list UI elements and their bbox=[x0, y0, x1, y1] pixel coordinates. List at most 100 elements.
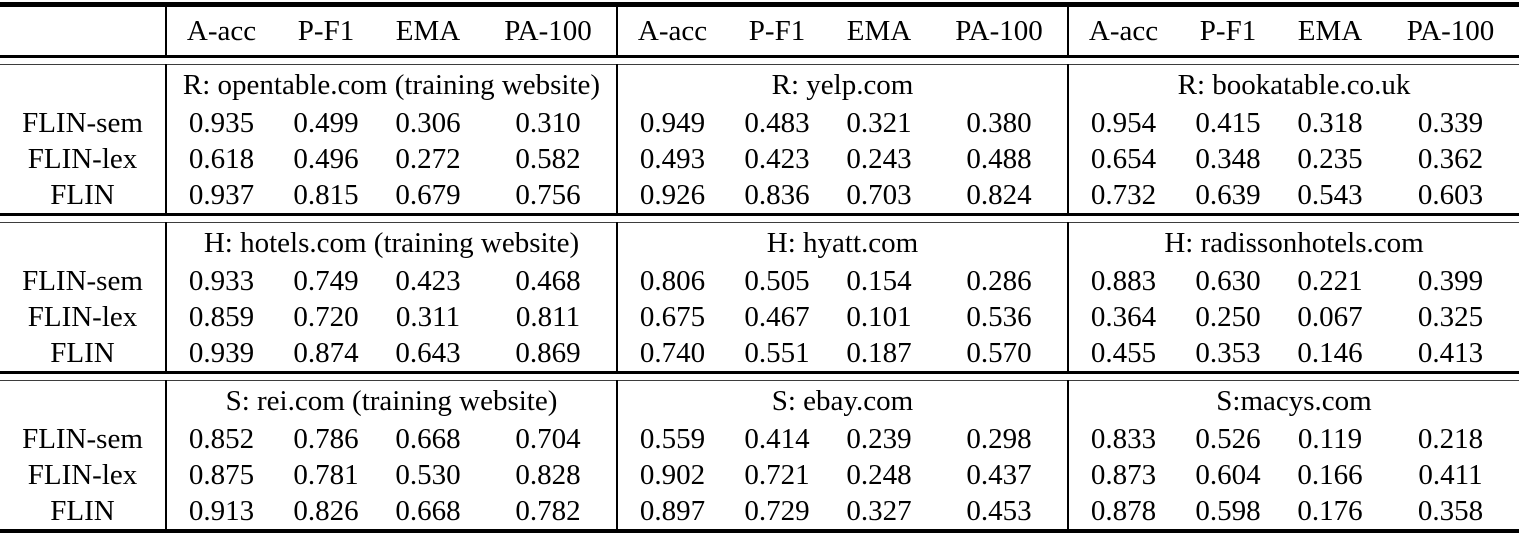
website-title: R: opentable.com (training website) bbox=[165, 64, 617, 105]
row-label: FLIN bbox=[50, 336, 115, 369]
metric-value-cell: 0.875 bbox=[165, 457, 276, 493]
table-row: FLIN 0.939 0.874 0.643 0.869 0.740 0.551 0.187 0… bbox=[0, 335, 1519, 373]
metric-value-cell: 0.749 bbox=[293, 264, 359, 297]
metric-value-cell: 0.732 bbox=[1067, 177, 1178, 215]
metric-value-cell: 0.782 bbox=[515, 494, 581, 527]
metric-value-cell: 0.937 bbox=[165, 177, 276, 215]
metric-header-row: A-acc P-F1 EMA PA-100 A-acc P-F1 EMA PA-100 A-ac… bbox=[0, 4, 1519, 57]
metric-value-cell: 0.423 bbox=[395, 264, 461, 297]
metric-value-cell: 0.321 bbox=[846, 106, 912, 139]
metric-header: A-acc bbox=[165, 4, 276, 57]
metric-value-cell: 0.067 bbox=[1297, 300, 1363, 333]
metric-value-cell: 0.939 bbox=[165, 335, 276, 373]
table-row: FLIN-sem 0.852 0.786 0.668 0.704 0.559 0.414 0.… bbox=[0, 421, 1519, 457]
metric-value-cell: 0.935 bbox=[165, 105, 276, 141]
metric-value-cell: 0.826 bbox=[293, 494, 359, 527]
metric-value-cell: 0.243 bbox=[846, 142, 912, 175]
metric-value-cell: 0.836 bbox=[744, 178, 810, 211]
metric-value-cell: 0.668 bbox=[395, 422, 461, 455]
metric-value-cell: 0.146 bbox=[1297, 336, 1363, 369]
horizontal-double-rule bbox=[0, 213, 1519, 223]
metric-header: P-F1 bbox=[1199, 14, 1257, 47]
metric-value-cell: 0.949 bbox=[616, 105, 727, 141]
metric-value-cell: 0.897 bbox=[616, 493, 727, 532]
metric-value-cell: 0.543 bbox=[1297, 178, 1363, 211]
website-title: S: rei.com (training website) bbox=[165, 380, 617, 421]
metric-header: P-F1 bbox=[748, 14, 806, 47]
horizontal-double-rule bbox=[0, 371, 1519, 381]
metric-value-cell: 0.239 bbox=[846, 422, 912, 455]
metric-value-cell: 0.493 bbox=[616, 141, 727, 177]
metric-value-cell: 0.453 bbox=[966, 494, 1032, 527]
metric-header: EMA bbox=[846, 14, 912, 47]
metric-value-cell: 0.824 bbox=[966, 178, 1032, 211]
website-title: S: ebay.com bbox=[616, 380, 1068, 421]
metric-header: P-F1 bbox=[297, 14, 355, 47]
metric-header: EMA bbox=[1297, 14, 1363, 47]
metric-value-cell: 0.530 bbox=[395, 458, 461, 491]
metric-header: PA-100 bbox=[504, 14, 592, 47]
table-row: FLIN-sem 0.933 0.749 0.423 0.468 0.806 0.505 0.… bbox=[0, 263, 1519, 299]
metric-value-cell: 0.380 bbox=[966, 106, 1032, 139]
metric-value-cell: 0.272 bbox=[395, 142, 461, 175]
rule-line bbox=[0, 371, 1519, 381]
metric-value-cell: 0.119 bbox=[1297, 422, 1363, 455]
metric-value-cell: 0.187 bbox=[846, 336, 912, 369]
metric-value-cell: 0.348 bbox=[1195, 142, 1261, 175]
website-title: H: hyatt.com bbox=[616, 222, 1068, 263]
metric-value-cell: 0.618 bbox=[165, 141, 276, 177]
rule-line bbox=[0, 213, 1519, 223]
website-title: R: bookatable.co.uk bbox=[1067, 64, 1519, 105]
website-title-row: H: hotels.com (training website) H: hyatt… bbox=[0, 222, 1519, 263]
blank-cell bbox=[0, 65, 166, 106]
row-label: FLIN-sem bbox=[22, 422, 143, 455]
metric-value-cell: 0.437 bbox=[966, 458, 1032, 491]
metric-value-cell: 0.869 bbox=[515, 336, 581, 369]
metric-value-cell: 0.414 bbox=[744, 422, 810, 455]
metric-value-cell: 0.704 bbox=[515, 422, 581, 455]
metric-value-cell: 0.310 bbox=[515, 106, 581, 139]
metric-value-cell: 0.806 bbox=[616, 263, 727, 299]
metric-value-cell: 0.166 bbox=[1297, 458, 1363, 491]
blank-cell bbox=[0, 381, 166, 422]
metric-value-cell: 0.873 bbox=[1067, 457, 1178, 493]
metric-value-cell: 0.467 bbox=[744, 300, 810, 333]
table-row: FLIN-lex 0.618 0.496 0.272 0.582 0.493 0.423 0.… bbox=[0, 141, 1519, 177]
metric-value-cell: 0.828 bbox=[515, 458, 581, 491]
metric-value-cell: 0.811 bbox=[515, 300, 581, 333]
metric-value-cell: 0.781 bbox=[293, 458, 359, 491]
website-title-row: S: rei.com (training website) S: ebay.com… bbox=[0, 380, 1519, 422]
metric-value-cell: 0.740 bbox=[616, 335, 727, 373]
metric-value-cell: 0.415 bbox=[1195, 106, 1261, 139]
metric-value-cell: 0.364 bbox=[1067, 299, 1178, 335]
metric-value-cell: 0.913 bbox=[165, 493, 276, 532]
metric-value-cell: 0.786 bbox=[293, 422, 359, 455]
metric-value-cell: 0.413 bbox=[1417, 336, 1484, 369]
metric-value-cell: 0.639 bbox=[1195, 178, 1261, 211]
metric-value-cell: 0.483 bbox=[744, 106, 810, 139]
metric-value-cell: 0.101 bbox=[846, 300, 912, 333]
table-row: FLIN 0.937 0.815 0.679 0.756 0.926 0.836 0.703 0… bbox=[0, 177, 1519, 215]
metric-value-cell: 0.318 bbox=[1297, 106, 1363, 139]
metric-value-cell: 0.298 bbox=[966, 422, 1032, 455]
table-body: R: opentable.com (training website) R: ye… bbox=[0, 55, 1519, 532]
metric-value-cell: 0.630 bbox=[1195, 264, 1261, 297]
metric-value-cell: 0.852 bbox=[165, 421, 276, 457]
metric-value-cell: 0.411 bbox=[1418, 458, 1483, 491]
metric-value-cell: 0.559 bbox=[616, 421, 727, 457]
metric-value-cell: 0.668 bbox=[395, 494, 461, 527]
metric-header: A-acc bbox=[1067, 4, 1178, 57]
metric-value-cell: 0.603 bbox=[1417, 178, 1484, 211]
website-title: R: yelp.com bbox=[616, 64, 1068, 105]
metric-value-cell: 0.643 bbox=[395, 336, 461, 369]
metric-value-cell: 0.878 bbox=[1067, 493, 1178, 532]
website-title: S:macys.com bbox=[1067, 380, 1519, 421]
metric-value-cell: 0.926 bbox=[616, 177, 727, 215]
website-title-row: R: opentable.com (training website) R: ye… bbox=[0, 64, 1519, 106]
metric-value-cell: 0.286 bbox=[966, 264, 1032, 297]
metric-header: PA-100 bbox=[955, 14, 1043, 47]
metric-value-cell: 0.833 bbox=[1067, 421, 1178, 457]
metric-value-cell: 0.499 bbox=[293, 106, 359, 139]
